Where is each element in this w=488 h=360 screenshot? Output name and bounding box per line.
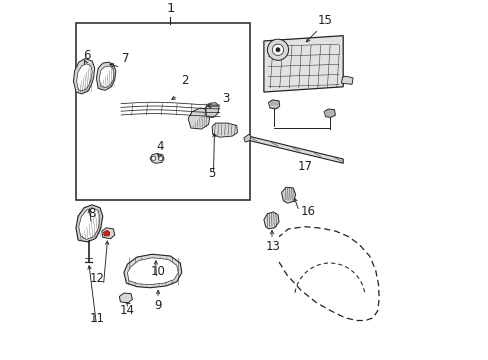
Circle shape [151,156,155,161]
Polygon shape [73,59,95,94]
Text: 1: 1 [166,1,174,14]
Bar [76,23,250,199]
Polygon shape [341,76,352,84]
Text: 9: 9 [154,300,162,312]
Polygon shape [212,123,237,137]
Polygon shape [244,134,250,142]
Text: 10: 10 [151,265,165,278]
Polygon shape [281,187,295,203]
Text: 6: 6 [82,49,90,62]
Polygon shape [268,100,279,109]
Polygon shape [324,109,335,117]
Text: 7: 7 [122,52,129,65]
Circle shape [267,39,288,60]
Polygon shape [264,212,279,229]
Polygon shape [103,230,110,236]
Polygon shape [119,293,132,303]
Text: 5: 5 [208,167,215,180]
Polygon shape [102,228,115,239]
Text: 17: 17 [297,160,312,173]
Circle shape [275,48,280,52]
Circle shape [158,156,163,161]
Polygon shape [248,136,343,163]
Text: 8: 8 [88,207,95,220]
Circle shape [272,44,283,55]
Polygon shape [204,103,219,117]
Polygon shape [264,36,343,92]
Text: 13: 13 [264,240,280,253]
Text: 16: 16 [300,205,315,218]
Polygon shape [123,254,182,288]
Text: 3: 3 [222,92,229,105]
Polygon shape [99,66,114,88]
Polygon shape [96,62,116,90]
Polygon shape [79,208,100,239]
Text: 14: 14 [120,304,135,317]
Polygon shape [188,108,209,129]
Polygon shape [77,64,92,91]
Text: 12: 12 [89,272,104,285]
Polygon shape [150,153,164,163]
Text: 4: 4 [157,140,164,153]
Text: 2: 2 [181,75,188,87]
Text: 11: 11 [89,312,104,325]
Polygon shape [76,205,102,242]
Text: 15: 15 [317,14,332,27]
Polygon shape [127,258,178,284]
